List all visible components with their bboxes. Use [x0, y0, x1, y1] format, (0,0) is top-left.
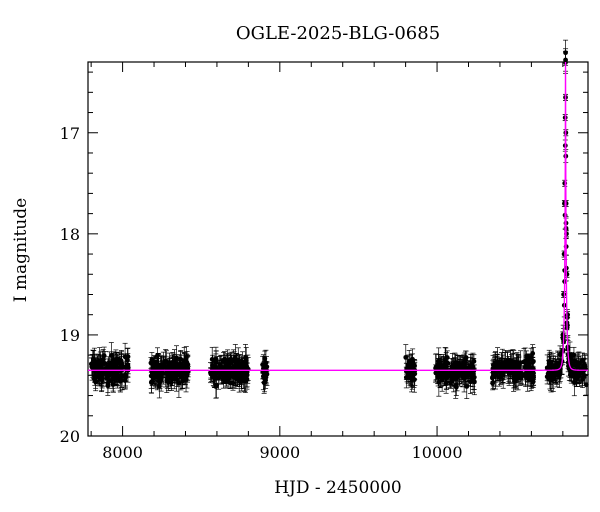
event-data-point: [561, 291, 567, 298]
data-point: [576, 361, 582, 384]
data-point: [511, 362, 517, 386]
model-curve: [88, 61, 589, 371]
data-point: [162, 359, 168, 388]
data-point: [208, 368, 214, 380]
x-axis-label: HJD - 2450000: [274, 478, 402, 498]
y-ticks: 17 18 19 20: [60, 71, 588, 446]
data-point: [490, 358, 496, 372]
data-point: [119, 361, 125, 391]
data-point: [91, 356, 97, 376]
data-point: [570, 356, 576, 375]
data-point: [583, 374, 589, 396]
data-point: [449, 363, 455, 384]
y-axis-label: I magnitude: [11, 198, 31, 302]
data-point: [563, 39, 569, 66]
data-point: [238, 355, 244, 379]
data-point: [557, 358, 563, 388]
data-point: [469, 354, 475, 375]
data-point: [457, 360, 463, 387]
data-point: [164, 368, 170, 389]
data-point: [461, 363, 467, 393]
x-tick-label: 8000: [102, 443, 143, 462]
data-point: [158, 368, 164, 387]
data-point: [178, 351, 184, 377]
plot-frame: [87, 61, 589, 437]
data-point: [522, 361, 528, 374]
x-tick-label: 10000: [412, 443, 463, 462]
data-points: [88, 39, 589, 399]
y-tick-label: 19: [60, 326, 80, 345]
data-point: [530, 368, 536, 386]
data-point: [122, 371, 128, 390]
data-point: [100, 365, 106, 383]
model-curve-group: [88, 61, 589, 371]
data-point: [124, 348, 130, 372]
data-point: [571, 346, 577, 364]
x-ticks: 8000 9000 10000: [90, 62, 564, 462]
y-tick-label: 18: [60, 225, 80, 244]
data-point: [442, 357, 448, 370]
data-point: [463, 350, 469, 368]
x-tick-label: 9000: [259, 443, 300, 462]
data-point: [105, 375, 111, 396]
data-point: [231, 357, 237, 377]
data-point: [408, 362, 414, 388]
data-point: [109, 355, 115, 372]
data-point: [502, 351, 508, 377]
chart-title: OGLE-2025-BLG-0685: [236, 23, 440, 44]
data-point: [175, 360, 181, 387]
data-point: [240, 359, 246, 389]
data-point: [433, 364, 439, 382]
data-point: [506, 356, 512, 377]
data-point: [118, 354, 124, 379]
plot-border: [87, 61, 589, 437]
data-point: [213, 353, 219, 381]
data-point: [172, 364, 178, 383]
data-point: [151, 371, 157, 385]
y-tick-label: 20: [60, 427, 80, 446]
y-tick-label: 17: [60, 124, 80, 143]
